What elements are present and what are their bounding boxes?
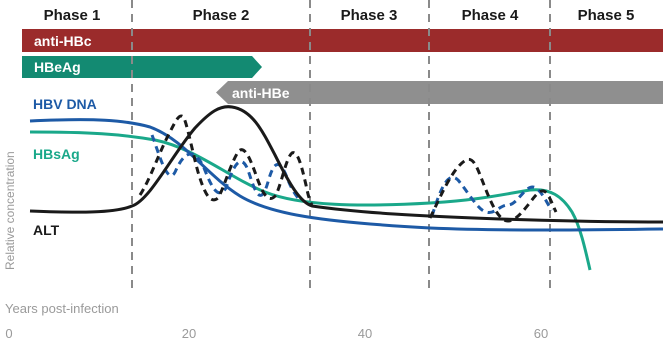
hbv-dna-label: HBV DNA xyxy=(33,96,97,112)
phase-label-3: Phase 3 xyxy=(341,7,398,24)
phase-label-1: Phase 1 xyxy=(44,7,101,24)
anti-hbe-bar xyxy=(216,81,663,104)
phase-label-5: Phase 5 xyxy=(578,7,635,24)
phase-label-2: Phase 2 xyxy=(193,7,250,24)
hbsag-label: HBsAg xyxy=(33,146,80,162)
alt-curve xyxy=(29,105,663,224)
x-axis-label: Years post-infection xyxy=(5,301,119,316)
anti-hbe-label: anti-HBe xyxy=(232,85,290,101)
hbv-dna-flare-phase4 xyxy=(430,176,554,217)
hbeag-bar xyxy=(22,56,262,78)
anti-hbc-label: anti-HBc xyxy=(34,33,92,49)
x-tick-40: 40 xyxy=(358,326,372,341)
hbeag-label: HBeAg xyxy=(34,59,81,75)
x-tick-0: 0 xyxy=(5,326,12,341)
alt-flare-phase2 xyxy=(138,114,314,206)
hbv-dna-curve xyxy=(29,118,663,232)
alt-label: ALT xyxy=(33,222,60,238)
y-axis-label: Relative concentration xyxy=(3,151,17,270)
anti-hbc-bar xyxy=(22,29,663,52)
x-tick-20: 20 xyxy=(182,326,196,341)
hbsag-curve xyxy=(29,130,592,271)
x-tick-60: 60 xyxy=(534,326,548,341)
phase-label-4: Phase 4 xyxy=(462,7,519,24)
